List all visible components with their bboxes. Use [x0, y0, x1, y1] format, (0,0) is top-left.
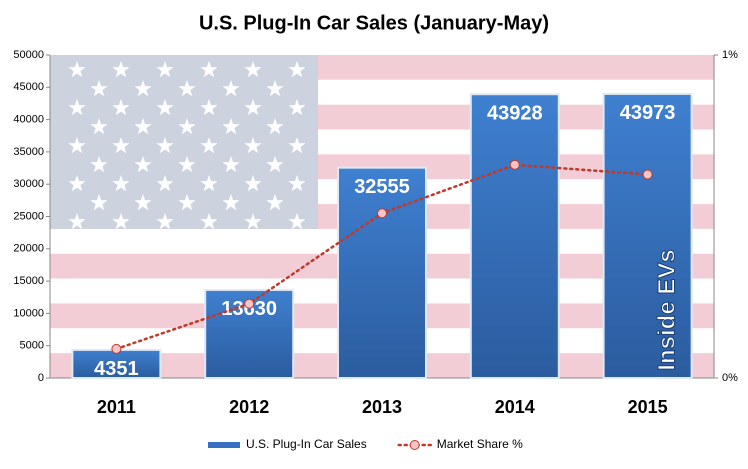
flag-star	[288, 137, 306, 154]
flag-star	[90, 80, 108, 97]
flag-star	[222, 194, 240, 211]
flag-star	[288, 61, 306, 78]
legend-marker	[409, 440, 420, 450]
data-label: 32555	[354, 176, 410, 198]
flag-star	[288, 213, 306, 230]
y-tick-label: 5000	[20, 340, 44, 352]
flag-star	[222, 80, 240, 97]
line-marker	[244, 298, 255, 309]
flag-star	[288, 99, 306, 116]
data-label: 43928	[487, 103, 543, 125]
x-tick-label: 2012	[229, 397, 269, 417]
legend-label: Market Share %	[437, 437, 523, 451]
x-tick-label: 2011	[97, 397, 136, 417]
flag-star	[90, 194, 108, 211]
flag-star	[244, 137, 262, 154]
flag-star	[156, 213, 174, 230]
y2-tick-label: 1%	[722, 49, 738, 61]
flag-star	[266, 118, 284, 135]
flag-star	[112, 175, 130, 192]
legend-label: U.S. Plug-In Car Sales	[246, 437, 367, 451]
flag-star	[112, 61, 130, 78]
flag-star	[90, 118, 108, 135]
y-tick-label: 20000	[13, 243, 44, 255]
bar	[469, 93, 560, 379]
bar	[337, 166, 427, 379]
flag-star	[90, 156, 108, 173]
y-tick-label: 50000	[13, 49, 44, 61]
flag-star	[200, 99, 218, 116]
y2-tick-label: 0%	[722, 372, 738, 384]
bar	[602, 92, 693, 379]
line-marker	[377, 208, 387, 219]
flag-star	[288, 175, 306, 192]
flag-star	[244, 213, 262, 230]
line-marker	[642, 169, 653, 180]
flag-star	[156, 99, 174, 116]
flag-star	[244, 175, 262, 192]
flag-star	[266, 194, 284, 211]
data-label: 4351	[94, 358, 139, 380]
legend-swatch	[208, 442, 240, 448]
bar	[71, 348, 162, 380]
y-tick-label: 30000	[13, 178, 44, 190]
flag-star	[156, 61, 174, 78]
flag-star	[200, 61, 218, 78]
data-label: 43973	[620, 102, 676, 124]
flag-star	[134, 118, 152, 135]
flag-star	[112, 99, 130, 116]
y-tick-label: 35000	[13, 146, 44, 158]
flag-star	[178, 194, 196, 211]
flag-star	[156, 137, 174, 154]
flag-star	[178, 80, 196, 97]
flag-star	[244, 99, 262, 116]
data-label: 13630	[221, 298, 277, 320]
x-tick-label: 2013	[362, 397, 402, 417]
flag-star	[112, 137, 130, 154]
flag-star	[156, 175, 174, 192]
line-marker	[509, 159, 520, 170]
y-tick-label: 45000	[13, 81, 44, 93]
flag-star	[112, 213, 130, 230]
flag-star	[222, 118, 240, 135]
line-marker	[111, 343, 122, 354]
flag-star	[200, 175, 218, 192]
x-tick-label: 2014	[495, 397, 535, 417]
watermark: Inside EVs	[653, 249, 680, 370]
chart-title: U.S. Plug-In Car Sales (January-May)	[199, 12, 549, 34]
flag-star	[222, 156, 240, 173]
flag-star	[178, 156, 196, 173]
y-tick-label: 25000	[13, 210, 44, 222]
y-tick-label: 40000	[13, 114, 44, 126]
y-tick-label: 15000	[13, 275, 44, 287]
flag-star	[266, 156, 284, 173]
flag-star	[68, 175, 86, 192]
flag-star	[68, 61, 86, 78]
y-tick-label: 0	[38, 372, 44, 384]
x-tick-label: 2015	[628, 397, 668, 417]
flag-star	[178, 118, 196, 135]
flag-star	[266, 80, 284, 97]
flag-star	[134, 156, 152, 173]
flag-star	[200, 213, 218, 230]
flag-star	[68, 137, 86, 154]
flag-star	[200, 137, 218, 154]
flag-star	[134, 194, 152, 211]
flag-star	[68, 213, 86, 230]
flag-star	[134, 80, 152, 97]
y-tick-label: 10000	[13, 307, 44, 319]
flag-star	[68, 99, 86, 116]
flag-star	[244, 61, 262, 78]
